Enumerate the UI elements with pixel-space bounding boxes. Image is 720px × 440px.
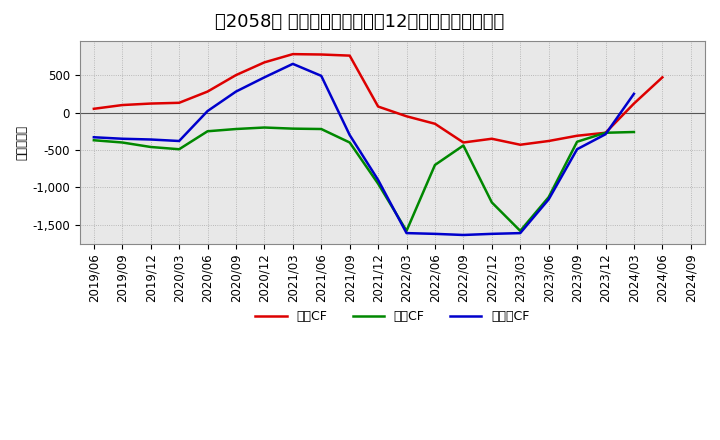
Line: 営業CF: 営業CF <box>94 54 662 145</box>
フリーCF <box>232 89 240 94</box>
投資CF <box>289 126 297 131</box>
営業CF <box>629 101 638 106</box>
投資CF <box>374 181 382 186</box>
フリーCF <box>260 75 269 80</box>
営業CF <box>232 73 240 78</box>
営業CF <box>487 136 496 141</box>
営業CF <box>601 130 610 136</box>
Text: ［2058］ キャッシュフローの12か月移動合計の推移: ［2058］ キャッシュフローの12か月移動合計の推移 <box>215 13 505 31</box>
投資CF <box>232 126 240 132</box>
投資CF <box>203 128 212 134</box>
Line: 投資CF: 投資CF <box>94 128 634 231</box>
投資CF <box>146 144 155 150</box>
投資CF <box>317 126 325 132</box>
フリーCF <box>203 108 212 114</box>
営業CF <box>146 101 155 106</box>
Y-axis label: （百万円）: （百万円） <box>15 125 28 160</box>
投資CF <box>516 228 525 234</box>
フリーCF <box>487 231 496 236</box>
営業CF <box>573 133 582 139</box>
フリーCF <box>146 137 155 142</box>
投資CF <box>459 143 468 148</box>
投資CF <box>402 228 411 234</box>
営業CF <box>346 53 354 58</box>
Line: フリーCF: フリーCF <box>94 64 634 235</box>
営業CF <box>658 75 667 80</box>
フリーCF <box>601 132 610 137</box>
投資CF <box>629 129 638 135</box>
営業CF <box>459 140 468 145</box>
投資CF <box>573 139 582 144</box>
投資CF <box>544 194 553 200</box>
フリーCF <box>431 231 439 236</box>
投資CF <box>118 140 127 145</box>
営業CF <box>289 51 297 57</box>
投資CF <box>487 200 496 205</box>
フリーCF <box>118 136 127 141</box>
フリーCF <box>89 135 98 140</box>
投資CF <box>601 130 610 136</box>
フリーCF <box>516 231 525 236</box>
フリーCF <box>346 132 354 138</box>
営業CF <box>431 121 439 126</box>
投資CF <box>175 147 184 152</box>
フリーCF <box>629 91 638 96</box>
営業CF <box>544 138 553 143</box>
フリーCF <box>175 138 184 143</box>
フリーCF <box>289 61 297 66</box>
投資CF <box>260 125 269 130</box>
営業CF <box>89 106 98 111</box>
営業CF <box>374 104 382 109</box>
営業CF <box>175 100 184 106</box>
営業CF <box>260 60 269 65</box>
投資CF <box>431 162 439 168</box>
営業CF <box>516 142 525 147</box>
営業CF <box>402 114 411 119</box>
投資CF <box>89 138 98 143</box>
フリーCF <box>402 231 411 236</box>
フリーCF <box>573 147 582 152</box>
フリーCF <box>317 73 325 78</box>
フリーCF <box>374 177 382 183</box>
投資CF <box>346 140 354 145</box>
Legend: 営業CF, 投資CF, フリーCF: 営業CF, 投資CF, フリーCF <box>251 305 534 328</box>
営業CF <box>203 89 212 94</box>
フリーCF <box>544 197 553 202</box>
フリーCF <box>459 232 468 238</box>
営業CF <box>118 103 127 108</box>
営業CF <box>317 52 325 57</box>
